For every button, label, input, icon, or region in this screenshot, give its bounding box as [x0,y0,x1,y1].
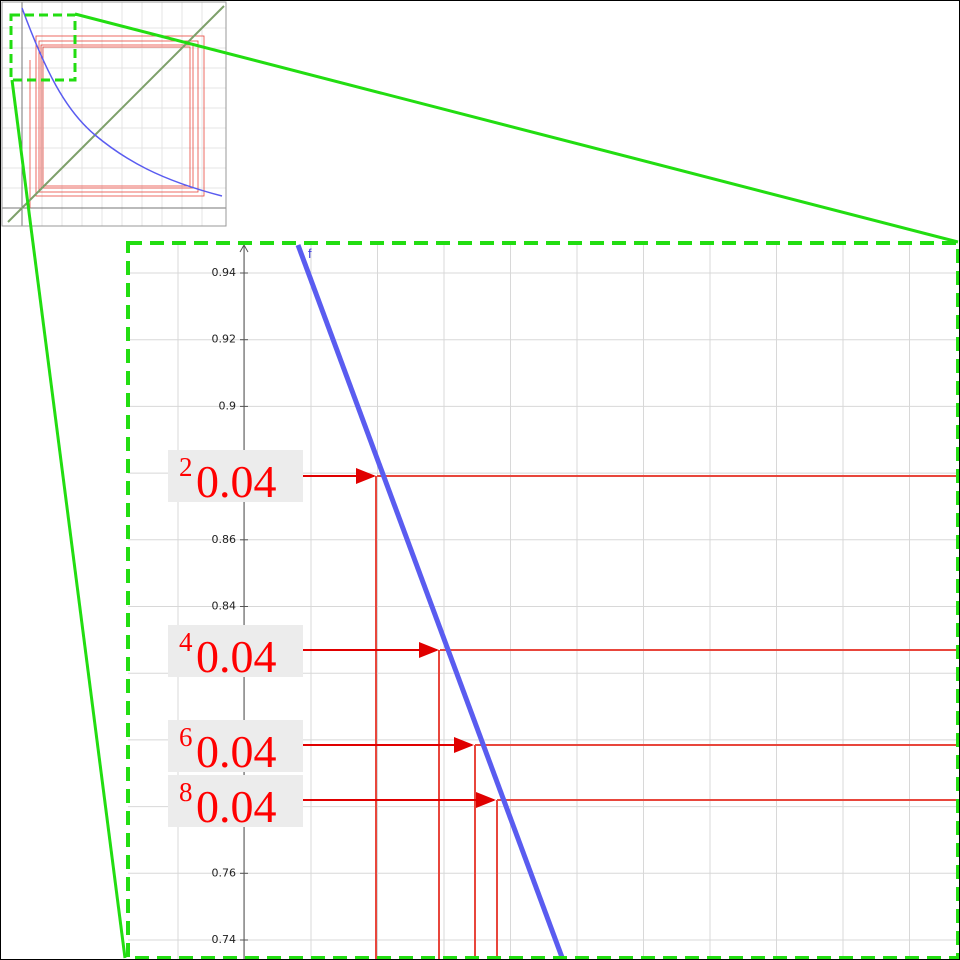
y-tick-label: 0.9 [219,399,237,412]
label-box [168,625,303,677]
label-text: 0.04 [196,456,277,507]
label-box [168,775,303,827]
label-text: 0.04 [196,781,277,832]
zoom-connector [74,12,959,244]
y-tick-label: 0.74 [212,933,237,946]
label-superscript: 8 [179,777,193,807]
function-label: f [308,246,312,261]
y-tick-label: 0.86 [212,533,237,546]
zoom-frame [126,241,960,960]
grid [177,243,910,960]
label-superscript: 6 [179,722,193,752]
zoom-panel: 0.940.920.90.860.840.760.74 f 2 0.044 0.04… [128,243,960,960]
inset-frame [1,1,227,227]
y-tick-label: 0.92 [212,333,237,346]
y-tick-label: 0.94 [212,266,237,279]
zoom-connector [10,79,127,959]
label-text: 0.04 [196,631,277,682]
zoom-source [9,13,77,82]
annotations: 2 0.044 0.046 0.048 0.04 [168,450,303,832]
label-superscript: 2 [179,452,193,482]
grid [128,272,960,941]
label-superscript: 4 [179,627,193,657]
arrows [303,468,496,808]
function-curve [295,244,566,960]
y-tick-label: 0.76 [212,866,237,879]
y-tick-label: 0.84 [212,600,237,613]
inset-chart [2,2,226,226]
y-ticks: 0.94 0.92 0.9 0.86 0.84 0.76 0.74 [212,266,248,946]
label-box [168,450,303,502]
label-text: 0.04 [196,726,277,777]
label-box [168,720,303,772]
cobweb [375,475,960,960]
